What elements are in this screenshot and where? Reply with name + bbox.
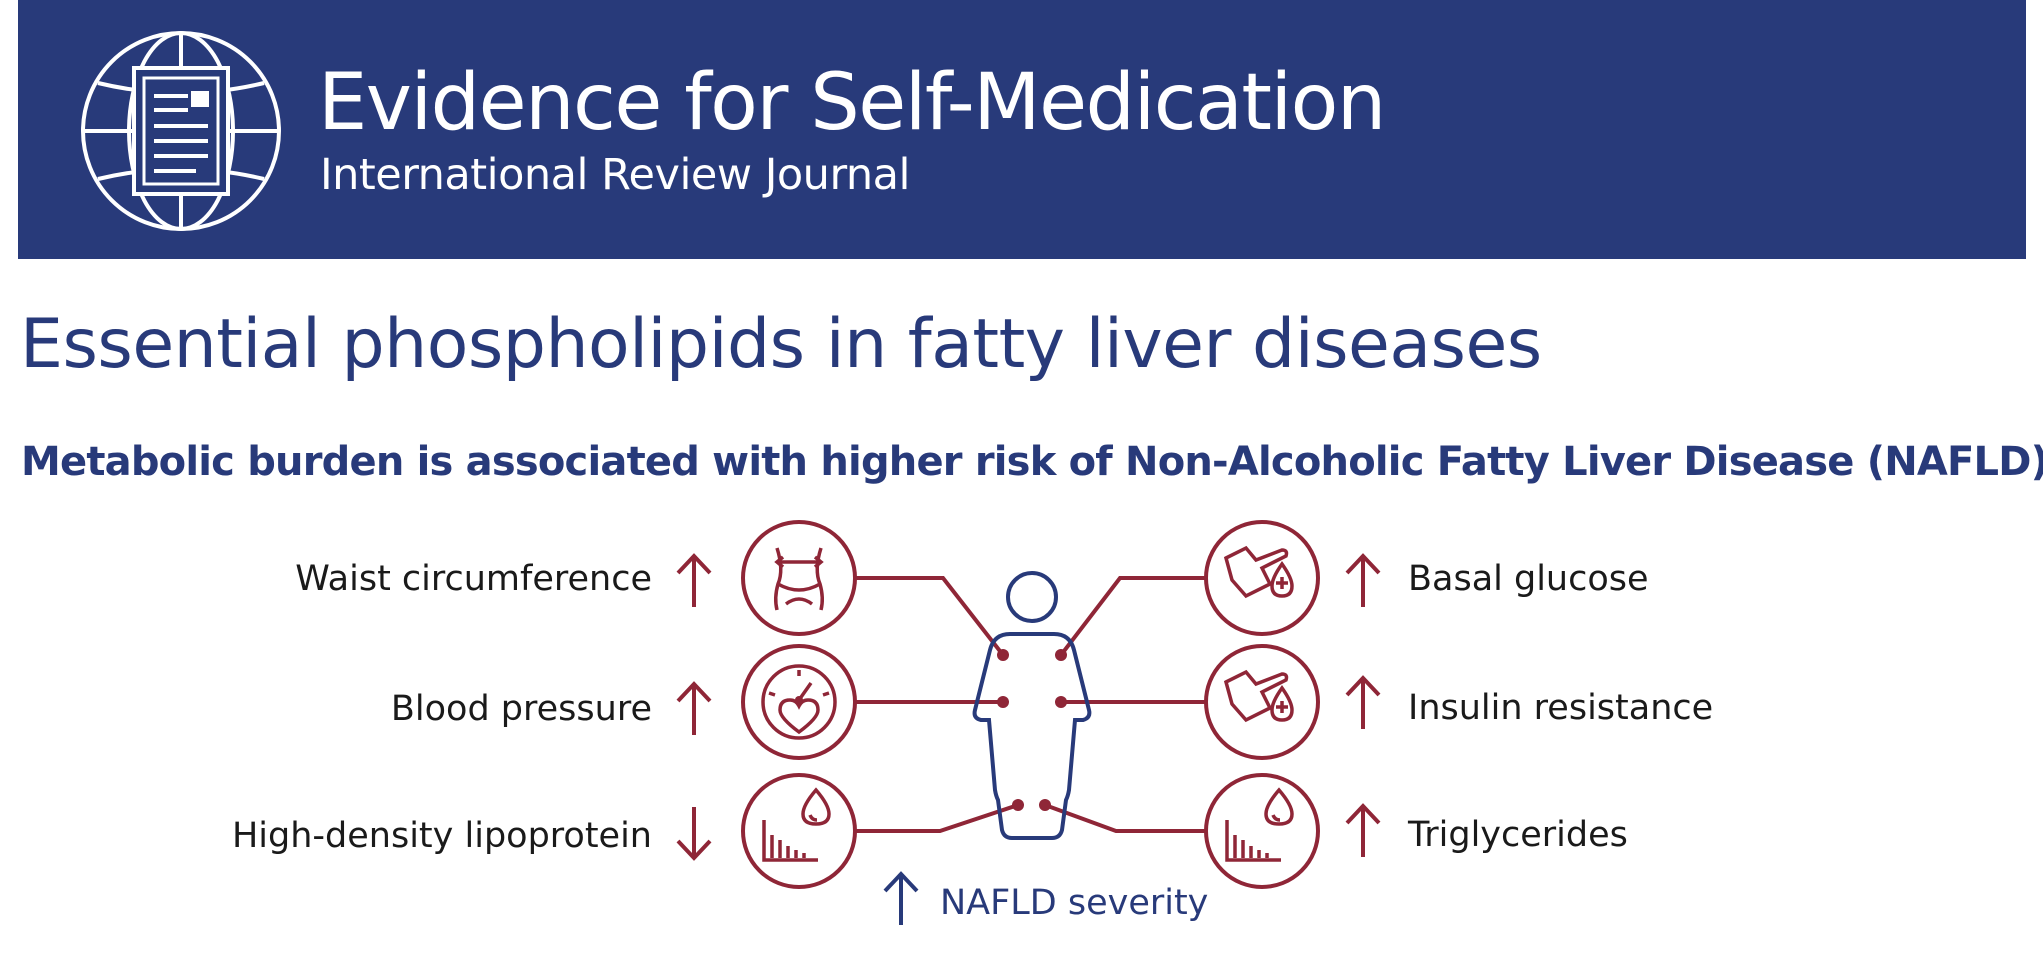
arrow-up-icon (1345, 675, 1381, 729)
connector-lines (856, 576, 1205, 833)
nafld-risk-diagram: Waist circumference Blood pressure High-… (232, 520, 1713, 925)
connection-dots (997, 649, 1067, 811)
outcome-label: NAFLD severity (940, 883, 1208, 923)
arrow-up-icon (676, 553, 712, 607)
factor-label-triglycerides: Triglycerides (1407, 815, 1628, 855)
human-figure-icon (972, 571, 1092, 840)
factor-label-insulin-resistance: Insulin resistance (1408, 688, 1713, 728)
arrow-up-icon (676, 681, 712, 735)
arrow-up-icon (883, 871, 919, 925)
subheading: Metabolic burden is associated with high… (21, 439, 2043, 485)
arrow-up-icon (1345, 553, 1381, 607)
globe-document-icon (81, 31, 281, 231)
heart-gauge-icon (741, 644, 857, 760)
factor-label-basal-glucose: Basal glucose (1408, 559, 1649, 599)
blood-drop-chart-icon (741, 773, 857, 889)
journal-title: Evidence for Self-Medication (318, 58, 1386, 148)
arrow-down-icon (676, 807, 712, 861)
finger-prick-glucose-icon (1204, 520, 1320, 636)
factor-label-waist: Waist circumference (295, 559, 652, 599)
journal-subtitle: International Review Journal (320, 150, 910, 200)
factor-label-hdl: High-density lipoprotein (232, 816, 652, 856)
journal-header: Evidence for Self-Medication Internation… (18, 0, 2026, 259)
finger-prick-glucose-icon (1204, 644, 1320, 760)
factor-label-blood-pressure: Blood pressure (391, 689, 652, 729)
arrow-up-icon (1345, 803, 1381, 857)
waist-measure-icon (741, 520, 857, 636)
blood-drop-chart-icon (1204, 773, 1320, 889)
page-title: Essential phospholipids in fatty liver d… (20, 305, 1542, 384)
